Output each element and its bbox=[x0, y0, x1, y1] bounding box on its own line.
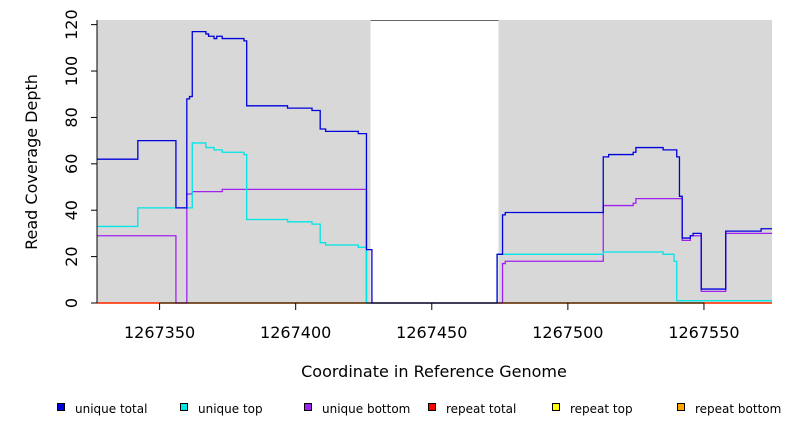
legend-label-unique-total: unique total bbox=[75, 402, 147, 416]
legend-label-repeat-total: repeat total bbox=[446, 402, 516, 416]
axes: 0 20 40 60 80 100 120 1267350 1267400 1267450 1267… bbox=[62, 9, 740, 342]
legend-swatch-repeat-total bbox=[428, 403, 436, 411]
x-axis-title: Coordinate in Reference Genome bbox=[301, 362, 567, 381]
legend: unique total unique top unique bottom repea… bbox=[57, 402, 781, 416]
legend-label-repeat-top: repeat top bbox=[570, 402, 633, 416]
y-axis-title: Read Coverage Depth bbox=[22, 74, 41, 250]
legend-swatch-unique-total bbox=[57, 403, 65, 411]
y-tick-label: 20 bbox=[62, 246, 81, 266]
plot-background bbox=[97, 20, 772, 303]
legend-swatch-unique-bottom bbox=[304, 403, 312, 411]
uncovered-region bbox=[370, 20, 499, 303]
y-tick-label: 60 bbox=[62, 154, 81, 174]
y-tick-label: 0 bbox=[62, 298, 81, 308]
x-tick-label: 1267400 bbox=[260, 323, 331, 342]
x-tick-label: 1267550 bbox=[668, 323, 739, 342]
x-tick-label: 1267450 bbox=[396, 323, 467, 342]
legend-swatch-repeat-top bbox=[552, 403, 560, 411]
legend-label-unique-top: unique top bbox=[198, 402, 263, 416]
y-tick-label: 120 bbox=[62, 9, 81, 40]
y-tick-label: 80 bbox=[62, 107, 81, 127]
y-tick-label: 100 bbox=[62, 56, 81, 87]
legend-swatch-unique-top bbox=[180, 403, 188, 411]
series-line-unique-top bbox=[97, 142, 772, 304]
legend-swatch-repeat-bottom bbox=[677, 403, 685, 411]
x-tick-label: 1267350 bbox=[124, 323, 195, 342]
y-tick-label: 40 bbox=[62, 200, 81, 220]
legend-label-repeat-bottom: repeat bottom bbox=[695, 402, 781, 416]
legend-label-unique-bottom: unique bottom bbox=[322, 402, 410, 416]
x-tick-label: 1267500 bbox=[532, 323, 603, 342]
series-line-unique-total bbox=[97, 30, 772, 304]
